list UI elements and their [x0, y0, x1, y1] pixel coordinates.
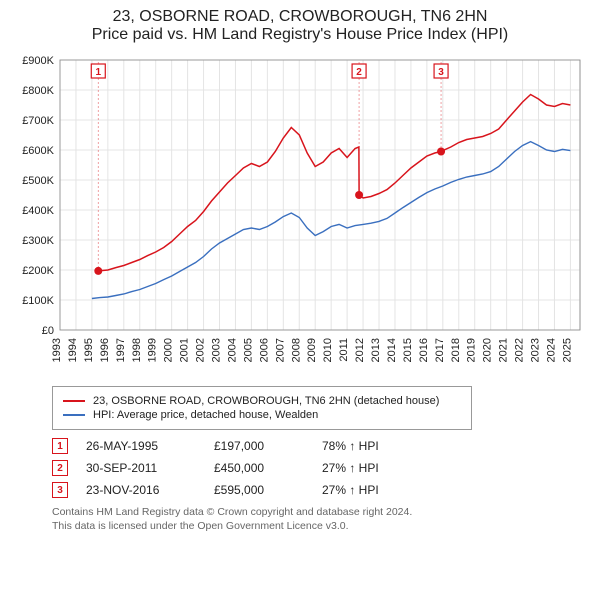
svg-text:£600K: £600K: [22, 145, 54, 157]
svg-text:£800K: £800K: [22, 85, 54, 97]
title-line1: 23, OSBORNE ROAD, CROWBOROUGH, TN6 2HN: [8, 8, 592, 26]
title-line2: Price paid vs. HM Land Registry's House …: [8, 26, 592, 44]
event-pct: 27% ↑ HPI: [322, 461, 432, 475]
footer-line: This data is licensed under the Open Gov…: [52, 520, 592, 534]
event-row: 3 23-NOV-2016 £595,000 27% ↑ HPI: [52, 482, 592, 498]
event-row: 1 26-MAY-1995 £197,000 78% ↑ HPI: [52, 438, 592, 454]
svg-text:2009: 2009: [306, 338, 318, 362]
svg-text:2004: 2004: [226, 338, 238, 362]
event-pct: 27% ↑ HPI: [322, 483, 432, 497]
svg-text:2007: 2007: [274, 338, 286, 362]
line-chart: £0 £100K £200K £300K £400K £500K £600K £700K £80…: [8, 50, 592, 380]
legend-item: HPI: Average price, detached house, Weal…: [63, 409, 461, 421]
footer: Contains HM Land Registry data © Crown c…: [52, 506, 592, 533]
svg-text:2008: 2008: [290, 338, 302, 362]
event-date: 23-NOV-2016: [86, 483, 196, 497]
svg-text:2002: 2002: [195, 338, 207, 362]
svg-text:2022: 2022: [514, 338, 526, 362]
event-date: 30-SEP-2011: [86, 461, 196, 475]
event-price: £450,000: [214, 461, 304, 475]
legend-label: 23, OSBORNE ROAD, CROWBOROUGH, TN6 2HN (…: [93, 395, 439, 407]
legend-swatch: [63, 400, 85, 402]
svg-text:2015: 2015: [402, 338, 414, 362]
svg-text:2014: 2014: [386, 338, 398, 362]
svg-text:£400K: £400K: [22, 205, 54, 217]
svg-text:£100K: £100K: [22, 295, 54, 307]
svg-text:1994: 1994: [67, 338, 79, 362]
event-price: £197,000: [214, 439, 304, 453]
svg-text:2010: 2010: [322, 338, 334, 362]
svg-text:2005: 2005: [242, 338, 254, 362]
svg-text:1999: 1999: [147, 338, 159, 362]
svg-text:2012: 2012: [354, 338, 366, 362]
svg-text:2: 2: [356, 67, 362, 78]
svg-text:2024: 2024: [545, 338, 557, 362]
chart-title: 23, OSBORNE ROAD, CROWBOROUGH, TN6 2HN P…: [8, 8, 592, 44]
legend-swatch: [63, 414, 85, 416]
svg-text:2011: 2011: [338, 338, 350, 362]
svg-text:£300K: £300K: [22, 235, 54, 247]
svg-text:1998: 1998: [131, 338, 143, 362]
svg-text:2013: 2013: [370, 338, 382, 362]
event-marker: 1: [52, 438, 68, 454]
legend-item: 23, OSBORNE ROAD, CROWBOROUGH, TN6 2HN (…: [63, 395, 461, 407]
svg-text:2017: 2017: [434, 338, 446, 362]
svg-text:£700K: £700K: [22, 115, 54, 127]
svg-text:1993: 1993: [51, 338, 63, 362]
svg-text:£500K: £500K: [22, 175, 54, 187]
svg-text:1: 1: [96, 67, 102, 78]
svg-text:1997: 1997: [115, 338, 127, 362]
svg-text:2018: 2018: [450, 338, 462, 362]
svg-text:3: 3: [438, 67, 444, 78]
event-marker: 2: [52, 460, 68, 476]
svg-text:2001: 2001: [179, 338, 191, 362]
svg-text:2023: 2023: [530, 338, 542, 362]
legend-label: HPI: Average price, detached house, Weal…: [93, 409, 318, 421]
svg-text:2003: 2003: [211, 338, 223, 362]
event-date: 26-MAY-1995: [86, 439, 196, 453]
event-marker: 3: [52, 482, 68, 498]
svg-text:1996: 1996: [99, 338, 111, 362]
event-row: 2 30-SEP-2011 £450,000 27% ↑ HPI: [52, 460, 592, 476]
svg-text:1995: 1995: [83, 338, 95, 362]
svg-text:2006: 2006: [258, 338, 270, 362]
svg-text:2016: 2016: [418, 338, 430, 362]
event-pct: 78% ↑ HPI: [322, 439, 432, 453]
svg-text:2025: 2025: [561, 338, 573, 362]
svg-text:£200K: £200K: [22, 265, 54, 277]
svg-text:£900K: £900K: [22, 55, 54, 67]
svg-text:£0: £0: [42, 325, 54, 337]
svg-text:2019: 2019: [466, 338, 478, 362]
event-list: 1 26-MAY-1995 £197,000 78% ↑ HPI 2 30-SE…: [52, 438, 592, 498]
svg-text:2021: 2021: [498, 338, 510, 362]
footer-line: Contains HM Land Registry data © Crown c…: [52, 506, 592, 520]
svg-text:2000: 2000: [163, 338, 175, 362]
svg-text:2020: 2020: [482, 338, 494, 362]
event-price: £595,000: [214, 483, 304, 497]
legend: 23, OSBORNE ROAD, CROWBOROUGH, TN6 2HN (…: [52, 386, 472, 430]
